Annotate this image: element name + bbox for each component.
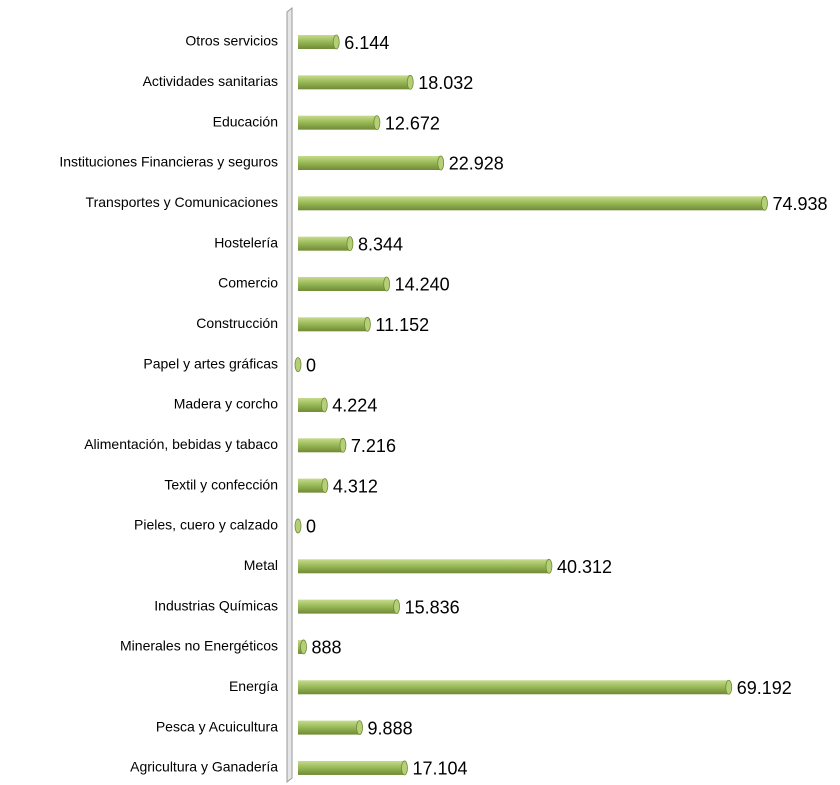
bar-cap: [401, 760, 408, 776]
value-label: 22.928: [449, 154, 504, 174]
value-label: 9.888: [368, 718, 413, 738]
category-label: Metal: [244, 557, 278, 573]
bar-cap: [294, 357, 302, 373]
value-label: 8.344: [358, 234, 403, 254]
bar: [298, 276, 387, 291]
category-label: Madera y corcho: [174, 396, 278, 412]
axis-wall: [286, 6, 293, 784]
bar: [298, 599, 397, 614]
category-label: Papel y artes gráficas: [143, 355, 278, 371]
bar-cap: [545, 558, 553, 574]
value-label: 0: [306, 355, 316, 375]
value-label: 7.216: [351, 436, 396, 456]
category-label: Comercio: [218, 275, 278, 291]
bar-cap: [339, 437, 347, 453]
bar-cap: [332, 34, 340, 50]
bar-cap: [406, 74, 414, 90]
category-label: Agricultura y Ganadería: [130, 759, 278, 775]
bar: [298, 760, 405, 775]
value-label: 17.104: [412, 759, 467, 779]
value-label: 40.312: [557, 557, 612, 577]
value-label: 0: [306, 517, 316, 537]
category-label: Actividades sanitarias: [143, 73, 278, 89]
bar: [298, 559, 549, 574]
bar-cap: [294, 518, 302, 534]
value-label: 888: [312, 638, 342, 658]
bar-cap: [364, 316, 371, 332]
value-label: 6.144: [344, 33, 389, 53]
bar-cap: [437, 155, 445, 171]
category-label: Educación: [213, 113, 278, 129]
category-label: Transportes y Comunicaciones: [86, 194, 278, 210]
bar-cap: [356, 720, 363, 736]
bar: [298, 236, 350, 251]
value-label: 4.312: [333, 476, 378, 496]
value-label: 4.224: [332, 396, 377, 416]
bar-cap: [373, 115, 381, 131]
bar: [298, 680, 729, 695]
bar-cap: [725, 679, 733, 695]
value-label: 69.192: [737, 678, 792, 698]
bar-cap: [300, 639, 307, 655]
category-label: Alimentación, bebidas y tabaco: [84, 436, 278, 452]
bar-cap: [321, 478, 329, 494]
category-label: Hostelería: [214, 234, 278, 250]
value-label: 18.032: [418, 73, 473, 93]
category-label: Minerales no Energéticos: [120, 638, 278, 654]
bar: [298, 155, 441, 170]
category-label: Pieles, cuero y calzado: [134, 517, 278, 533]
category-label: Instituciones Financieras y seguros: [59, 154, 278, 170]
bar-cap: [393, 599, 400, 615]
value-label: 15.836: [405, 597, 460, 617]
bar: [298, 75, 411, 90]
category-label: Pesca y Acuicultura: [156, 718, 278, 734]
value-label: 74.938: [772, 194, 827, 214]
category-label: Textil y confección: [164, 476, 278, 492]
value-label: 14.240: [395, 275, 450, 295]
bar: [298, 397, 325, 412]
value-label: 12.672: [385, 113, 440, 133]
category-label: Otros servicios: [185, 33, 278, 49]
category-label: Industrias Químicas: [154, 597, 278, 613]
bar-cap: [383, 276, 391, 292]
bar: [298, 115, 377, 130]
bar: [298, 438, 343, 453]
bar-cap: [346, 236, 354, 252]
bar: [298, 720, 360, 735]
category-label: Energía: [229, 678, 278, 694]
bar: [298, 35, 337, 49]
bar: [298, 317, 368, 332]
category-label: Construcción: [196, 315, 278, 331]
bar: [298, 196, 765, 211]
bar-cap: [761, 195, 768, 211]
bar-cap: [320, 397, 328, 413]
value-label: 11.152: [375, 315, 429, 335]
bar: [298, 478, 325, 493]
